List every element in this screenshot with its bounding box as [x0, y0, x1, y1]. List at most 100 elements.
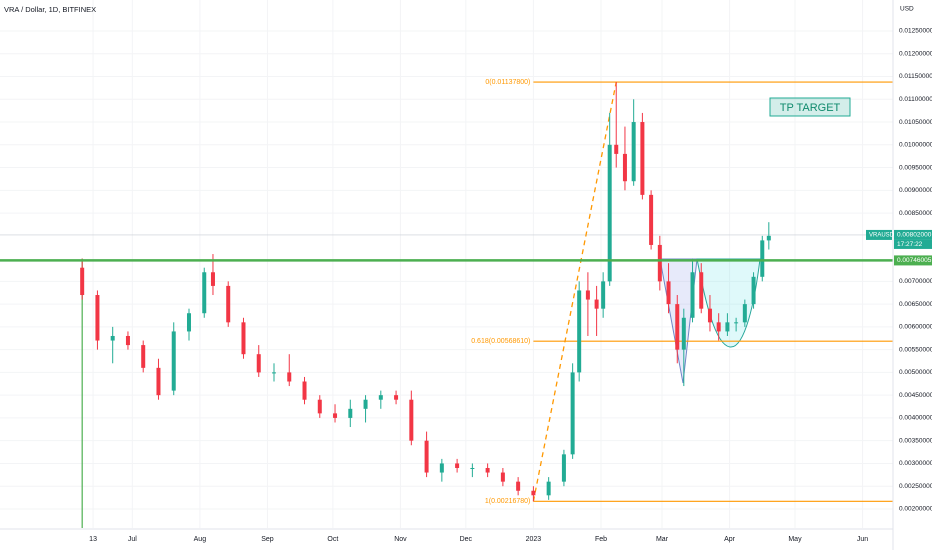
candle-body	[690, 272, 695, 318]
candle-body	[666, 281, 671, 305]
candle-body	[348, 408, 353, 418]
price-box	[894, 229, 932, 240]
y-tick-label: 0.00650000	[899, 301, 932, 308]
x-tick-label: 2023	[526, 536, 542, 543]
candle-body	[378, 395, 383, 400]
candle-body	[95, 295, 100, 341]
candle-body	[455, 463, 460, 468]
cup-pattern	[696, 258, 761, 348]
y-tick-label: 0.00900000	[899, 187, 932, 194]
candle-body	[681, 317, 686, 350]
candle-body	[500, 472, 505, 482]
candle-body	[570, 372, 575, 455]
x-tick-label: Dec	[460, 536, 473, 543]
candle-body	[256, 354, 261, 373]
countdown-box	[894, 239, 932, 249]
fib-label: 0(0.01137800)	[485, 79, 530, 86]
candle-body	[302, 381, 307, 400]
candle-body	[470, 467, 475, 469]
candle-body	[110, 335, 115, 341]
x-tick-label: Jun	[857, 536, 868, 543]
candle-body	[699, 272, 704, 309]
candle-body	[675, 304, 680, 350]
y-tick-label: 0.00400000	[899, 415, 932, 422]
candle-body	[546, 481, 551, 496]
price-label: 0.00802000	[897, 232, 932, 239]
candle-body	[531, 490, 536, 496]
candle-body	[725, 322, 730, 332]
x-tick-label: Sep	[261, 536, 274, 543]
candle-body	[333, 413, 338, 418]
candle-body	[707, 308, 712, 323]
candle-body	[394, 395, 399, 400]
y-tick-label: 0.00300000	[899, 460, 932, 467]
candle-body	[409, 399, 414, 441]
axis: 0.00200000 0.00250000 0.00300000 0.00350000…	[89, 28, 932, 543]
candle-body	[363, 399, 368, 409]
candle-body	[424, 440, 429, 473]
candle-body	[607, 144, 612, 282]
symbol-label: VRAUSD	[869, 233, 895, 239]
candle-body	[272, 372, 277, 374]
x-tick-label: Jul	[128, 536, 137, 543]
countdown: 17:27:22	[897, 241, 923, 248]
candle-body	[287, 372, 292, 382]
x-tick-label: Oct	[327, 536, 338, 543]
chart-title: VRA / Dollar, 1D, BITFINEX	[4, 5, 96, 14]
candle-body	[317, 399, 322, 414]
target-box	[769, 97, 851, 117]
candle-body	[241, 322, 246, 355]
y-tick-label: 0.00700000	[899, 278, 932, 285]
level-box	[894, 255, 932, 266]
candle-body	[80, 267, 85, 296]
candle-body	[561, 454, 566, 482]
grid	[0, 0, 893, 528]
y-tick-label: 0.00450000	[899, 392, 932, 399]
y-tick-label: 0.01100000	[899, 96, 932, 103]
y-tick-label: 0.01200000	[899, 50, 932, 57]
fib-label: 1(0.00216780)	[485, 498, 531, 505]
candle-body	[649, 194, 654, 245]
x-tick-label: May	[788, 536, 802, 543]
currency-label: USD	[900, 6, 914, 13]
y-tick-label: 0.01150000	[899, 73, 932, 80]
candle-body	[760, 240, 765, 277]
plot: 0(0.01137800) 0.618(0.00568610) 1(0.002167…	[0, 79, 893, 528]
y-tick-label: 0.00950000	[899, 164, 932, 171]
y-tick-label: 0.00550000	[899, 346, 932, 353]
candle-body	[601, 281, 606, 309]
y-tick-label: 0.00600000	[899, 324, 932, 331]
symbol-box	[866, 229, 892, 240]
y-tick-label: 0.01250000	[899, 28, 932, 35]
x-tick-label: 13	[89, 536, 97, 543]
candle-body	[614, 144, 619, 154]
y-tick-label: 0.00500000	[899, 369, 932, 376]
candle-body	[594, 299, 599, 309]
x-tick-label: Apr	[724, 536, 736, 543]
x-tick-label: Mar	[656, 536, 669, 543]
candle-body	[186, 313, 191, 332]
candle-body	[631, 122, 636, 182]
candle-body	[210, 272, 215, 286]
candle-body	[734, 322, 739, 324]
candle-body	[439, 463, 444, 473]
candle-body	[716, 322, 721, 332]
candle-body	[485, 467, 490, 473]
x-tick-label: Feb	[595, 536, 607, 543]
level-label: 0.00746005	[897, 257, 932, 264]
target-label: TP TARGET	[780, 102, 841, 114]
candle-body	[202, 272, 207, 314]
candle-body	[577, 290, 582, 373]
candle-body	[141, 345, 146, 368]
x-tick-label: Nov	[394, 536, 407, 543]
candle-body	[156, 367, 161, 396]
fib-label: 0.618(0.00568610)	[471, 338, 530, 345]
y-tick-label: 0.00200000	[899, 506, 932, 513]
candle-body	[640, 122, 645, 195]
candle-body	[766, 235, 771, 241]
candle-body	[585, 290, 590, 300]
x-tick-label: Aug	[194, 536, 207, 543]
y-tick-label: 0.00850000	[899, 210, 932, 217]
candle-body	[622, 153, 627, 182]
